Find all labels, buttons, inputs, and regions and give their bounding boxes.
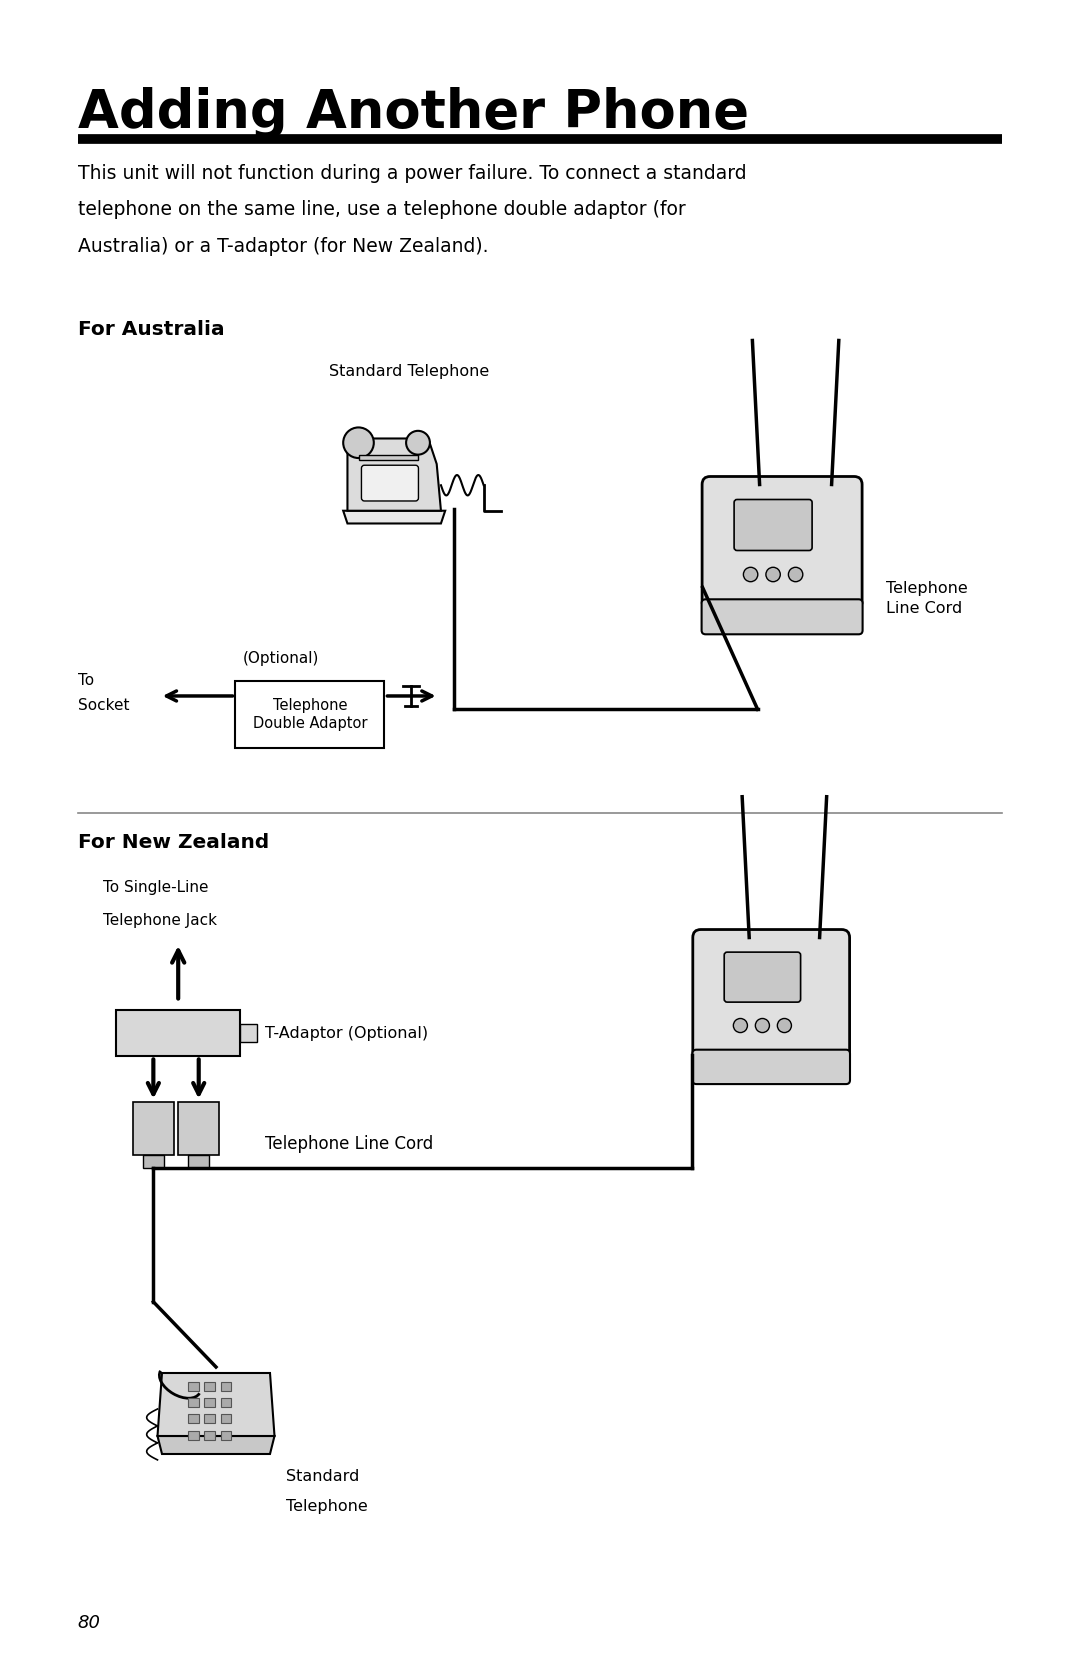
Bar (220, 1382, 231, 1390)
Circle shape (743, 567, 758, 582)
Bar (235, 681, 384, 748)
Text: Telephone
Double Adaptor: Telephone Double Adaptor (253, 698, 367, 731)
Circle shape (778, 1018, 792, 1033)
Bar (178, 1102, 219, 1155)
Text: Standard Telephone: Standard Telephone (329, 364, 489, 379)
Polygon shape (158, 1435, 274, 1454)
Text: Australia) or a T-adaptor (for New Zealand).: Australia) or a T-adaptor (for New Zeala… (78, 237, 488, 255)
Text: telephone on the same line, use a telephone double adaptor (for: telephone on the same line, use a teleph… (78, 200, 686, 219)
Bar (204, 1414, 215, 1424)
FancyBboxPatch shape (702, 476, 862, 609)
Text: Socket: Socket (78, 698, 130, 713)
FancyBboxPatch shape (725, 951, 800, 1001)
FancyBboxPatch shape (692, 1050, 850, 1085)
Circle shape (733, 1018, 747, 1033)
FancyBboxPatch shape (362, 466, 418, 501)
Text: 80: 80 (78, 1614, 100, 1632)
Text: (Optional): (Optional) (243, 651, 320, 666)
Bar (188, 1382, 199, 1390)
Bar (220, 1414, 231, 1424)
Text: Telephone Line Cord: Telephone Line Cord (265, 1135, 433, 1153)
Text: This unit will not function during a power failure. To connect a standard: This unit will not function during a pow… (78, 164, 746, 182)
Bar (241, 1023, 257, 1043)
Text: For New Zealand: For New Zealand (78, 833, 269, 851)
Bar (143, 1155, 164, 1168)
Text: To Single-Line: To Single-Line (103, 880, 208, 895)
Text: Telephone
Line Cord: Telephone Line Cord (886, 581, 968, 616)
Circle shape (343, 427, 374, 457)
Bar (188, 1414, 199, 1424)
Bar (188, 1399, 199, 1407)
Text: T-Adaptor (Optional): T-Adaptor (Optional) (265, 1026, 428, 1040)
Bar (204, 1399, 215, 1407)
Polygon shape (348, 439, 441, 511)
Text: Telephone: Telephone (286, 1499, 368, 1514)
Polygon shape (158, 1374, 274, 1435)
Text: Telephone Jack: Telephone Jack (103, 913, 217, 928)
Bar (204, 1382, 215, 1390)
FancyBboxPatch shape (692, 930, 850, 1060)
FancyBboxPatch shape (734, 499, 812, 551)
Bar (188, 1430, 199, 1440)
Circle shape (406, 431, 430, 454)
Bar (220, 1430, 231, 1440)
Bar (220, 1399, 231, 1407)
Text: For Australia: For Australia (78, 320, 225, 339)
Circle shape (766, 567, 781, 582)
Circle shape (788, 567, 802, 582)
Bar (204, 1430, 215, 1440)
Bar (117, 1010, 241, 1056)
Polygon shape (359, 456, 418, 459)
Text: Standard: Standard (286, 1469, 360, 1484)
Text: Adding Another Phone: Adding Another Phone (78, 87, 748, 139)
Circle shape (755, 1018, 769, 1033)
FancyBboxPatch shape (702, 599, 863, 634)
Bar (133, 1102, 174, 1155)
Polygon shape (343, 511, 445, 524)
Bar (189, 1155, 210, 1168)
Text: To: To (78, 673, 94, 688)
